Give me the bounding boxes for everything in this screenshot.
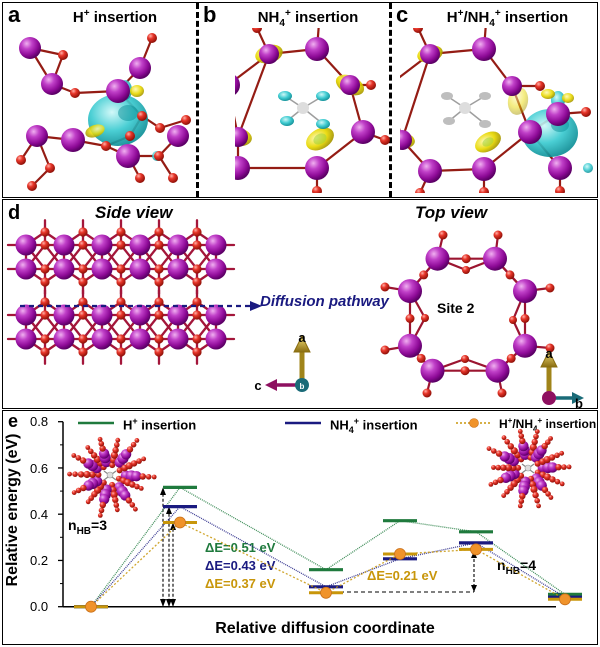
svg-text:c: c [254,378,261,393]
svg-text:a: a [545,346,553,361]
svg-text:a: a [298,330,306,345]
svg-text:b: b [575,396,583,411]
svg-text:b: b [300,382,305,391]
